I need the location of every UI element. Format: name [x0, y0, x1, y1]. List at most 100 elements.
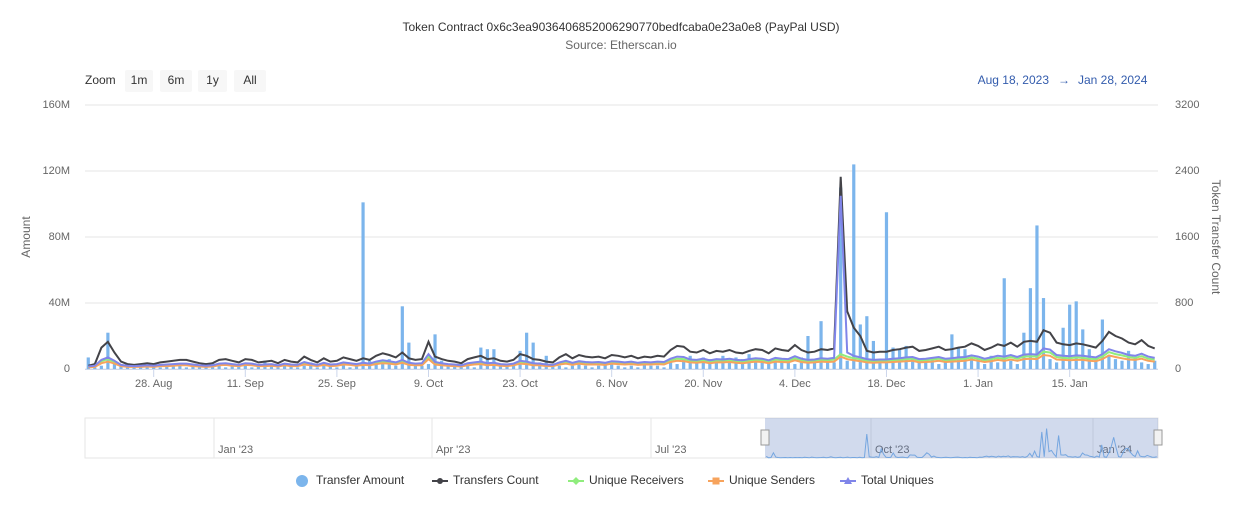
bar: [276, 367, 280, 369]
bar: [433, 334, 437, 369]
bar: [583, 365, 588, 369]
bar: [420, 365, 424, 369]
bar: [1094, 359, 1098, 369]
bar: [472, 367, 476, 369]
x-tick-label: 20. Nov: [684, 378, 722, 390]
bar: [256, 365, 260, 369]
bar: [282, 365, 287, 369]
bar: [1140, 362, 1144, 369]
legend-marker[interactable]: [712, 477, 720, 485]
legend-marker[interactable]: [296, 475, 308, 487]
chart-title: Token Contract 0x6c3ea903640685200629077…: [403, 20, 840, 34]
legend-label[interactable]: Transfer Amount: [316, 473, 405, 487]
bar: [1002, 278, 1006, 369]
bar: [668, 362, 673, 369]
bar: [1009, 360, 1013, 369]
bar: [852, 164, 856, 369]
navigator-label: Jan '23: [218, 444, 253, 456]
bar: [184, 367, 189, 369]
line: [88, 353, 1155, 369]
bar: [682, 359, 686, 369]
legend-label[interactable]: Unique Senders: [729, 473, 815, 487]
bar: [989, 355, 993, 369]
bar: [407, 342, 411, 369]
bar: [754, 362, 758, 369]
bar: [505, 365, 509, 369]
navigator-handle[interactable]: [1153, 429, 1163, 446]
navigator-label: Apr '23: [436, 444, 471, 456]
zoom-button-label[interactable]: 1m: [131, 73, 148, 87]
bar: [590, 367, 594, 369]
navigator-handle[interactable]: [760, 429, 770, 446]
y-tick-label: 120M: [42, 165, 70, 177]
bar: [799, 357, 804, 369]
y-tick-label: 160M: [42, 99, 70, 111]
line: [88, 195, 1155, 368]
navigator-series: [765, 428, 1157, 459]
bar: [335, 367, 339, 369]
bar: [603, 364, 607, 369]
bar: [230, 366, 234, 369]
bar: [695, 360, 699, 369]
bar: [86, 357, 90, 369]
bar: [165, 365, 169, 369]
y-tick-label: 40M: [49, 297, 70, 309]
bar: [413, 364, 418, 369]
range-to: Jan 28, 2024: [1078, 73, 1148, 87]
bar: [1061, 327, 1065, 369]
bar: [1120, 360, 1124, 369]
bar: [839, 187, 843, 369]
bar: [937, 364, 941, 369]
bar: [322, 365, 326, 369]
zoom-button[interactable]: [234, 70, 266, 92]
bar: [629, 365, 633, 369]
bar: [361, 202, 365, 369]
bar: [636, 367, 640, 369]
bar: [930, 359, 934, 369]
bar: [204, 367, 208, 369]
bar: [171, 366, 175, 369]
zoom-button-label[interactable]: All: [243, 73, 256, 87]
bar: [1113, 359, 1118, 369]
bar: [996, 362, 1000, 369]
zoom-button-label[interactable]: 1y: [206, 73, 219, 87]
bar: [767, 360, 771, 369]
bar: [511, 365, 516, 369]
bar: [832, 362, 836, 369]
legend-label[interactable]: Unique Receivers: [589, 473, 684, 487]
bar: [269, 365, 274, 369]
legend-label[interactable]: Transfers Count: [453, 473, 539, 487]
legend-marker[interactable]: [437, 478, 443, 484]
zoom-button[interactable]: [160, 70, 192, 92]
bar: [950, 334, 954, 369]
bar: [243, 364, 247, 369]
bar: [878, 360, 882, 369]
bar: [865, 316, 869, 369]
legend-label[interactable]: Total Uniques: [861, 473, 934, 487]
bar: [871, 340, 875, 369]
legend-marker[interactable]: [572, 477, 580, 485]
navigator-mask[interactable]: [765, 418, 1158, 458]
bar: [786, 359, 790, 369]
bar: [714, 362, 718, 369]
bar: [1146, 364, 1150, 369]
bar: [531, 342, 535, 369]
bar: [217, 365, 221, 369]
bar: [119, 365, 123, 369]
bar: [812, 360, 817, 369]
bar: [1153, 360, 1157, 369]
bar: [93, 367, 97, 369]
bar: [1100, 319, 1104, 369]
bar: [780, 362, 784, 369]
bar: [158, 367, 162, 369]
bar: [858, 324, 862, 369]
legend-marker[interactable]: [844, 477, 852, 484]
bar: [348, 367, 352, 369]
zoom-button[interactable]: [125, 70, 153, 92]
bar: [466, 365, 470, 369]
bar: [597, 365, 601, 369]
zoom-button[interactable]: [198, 70, 227, 92]
zoom-button-label[interactable]: 6m: [168, 73, 185, 87]
